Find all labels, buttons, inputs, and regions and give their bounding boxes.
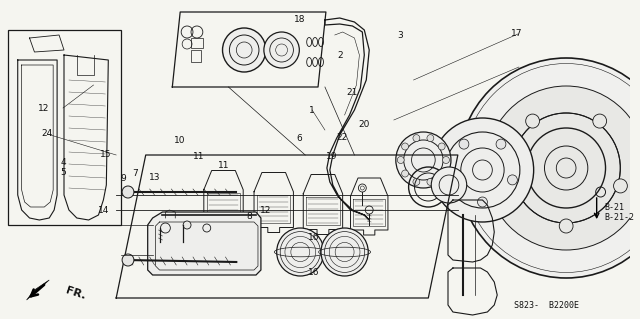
Circle shape <box>396 132 451 188</box>
Circle shape <box>505 179 519 193</box>
Circle shape <box>593 114 607 128</box>
Text: B-21: B-21 <box>605 204 625 212</box>
Text: 16: 16 <box>308 268 319 277</box>
Circle shape <box>438 170 445 177</box>
Text: B-21-2: B-21-2 <box>605 213 634 222</box>
Text: 6: 6 <box>296 134 302 143</box>
Circle shape <box>614 179 627 193</box>
Circle shape <box>447 175 458 185</box>
Circle shape <box>477 197 488 207</box>
Text: 11: 11 <box>193 152 204 161</box>
Bar <box>191 50 201 62</box>
Circle shape <box>525 114 540 128</box>
Text: 1: 1 <box>309 106 315 115</box>
Circle shape <box>559 219 573 233</box>
Text: 11: 11 <box>218 161 230 170</box>
Circle shape <box>431 167 467 203</box>
Circle shape <box>122 186 134 198</box>
Circle shape <box>276 228 324 276</box>
Circle shape <box>431 118 534 222</box>
Text: 9: 9 <box>120 174 126 183</box>
Circle shape <box>427 178 434 185</box>
Text: 16: 16 <box>308 233 319 242</box>
Circle shape <box>413 135 420 142</box>
Text: 17: 17 <box>511 29 522 38</box>
Text: 20: 20 <box>358 120 369 129</box>
Text: 13: 13 <box>148 173 160 182</box>
Text: S823-  B2200E: S823- B2200E <box>514 300 579 309</box>
Bar <box>8 30 121 225</box>
Text: FR.: FR. <box>64 285 86 301</box>
Text: 19: 19 <box>326 152 338 161</box>
Circle shape <box>508 175 517 185</box>
Text: 14: 14 <box>99 206 109 215</box>
Circle shape <box>402 170 408 177</box>
Circle shape <box>122 254 134 266</box>
Circle shape <box>459 139 469 149</box>
Circle shape <box>402 143 408 150</box>
Text: 24: 24 <box>42 130 53 138</box>
Text: 8: 8 <box>246 212 252 221</box>
Text: 5: 5 <box>60 168 66 177</box>
Text: 21: 21 <box>346 88 357 97</box>
Circle shape <box>264 32 300 68</box>
Circle shape <box>223 28 266 72</box>
Polygon shape <box>148 212 261 275</box>
Text: 4: 4 <box>60 158 66 167</box>
Text: 22: 22 <box>336 133 347 142</box>
Text: 18: 18 <box>294 15 305 24</box>
Text: 7: 7 <box>132 169 138 178</box>
Text: 12: 12 <box>38 104 50 113</box>
Circle shape <box>427 135 434 142</box>
Circle shape <box>413 178 420 185</box>
Text: 10: 10 <box>174 136 186 145</box>
Circle shape <box>496 139 506 149</box>
Circle shape <box>397 157 404 164</box>
Bar <box>191 38 203 48</box>
Circle shape <box>458 58 640 278</box>
Circle shape <box>321 228 368 276</box>
Circle shape <box>183 221 191 229</box>
Circle shape <box>438 143 445 150</box>
Circle shape <box>443 157 449 164</box>
Text: 3: 3 <box>397 31 403 40</box>
Polygon shape <box>27 280 49 300</box>
Text: 2: 2 <box>337 51 343 60</box>
Text: 12: 12 <box>260 206 271 215</box>
Circle shape <box>485 86 640 250</box>
Text: 15: 15 <box>100 150 111 159</box>
